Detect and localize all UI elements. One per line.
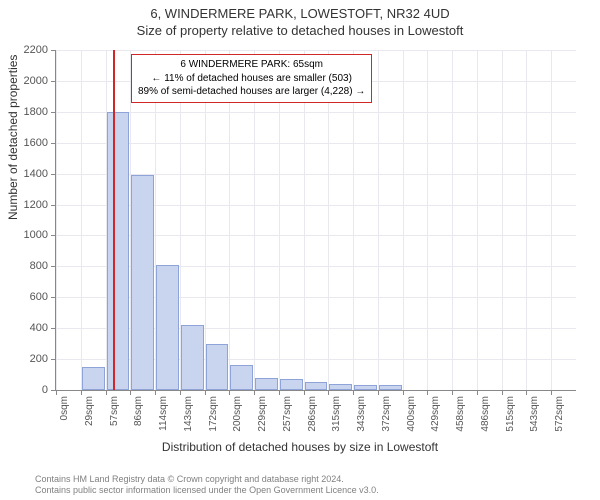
gridline-v [378,50,379,390]
histogram-bar [255,378,278,390]
gridline-v [551,50,552,390]
info-line2: ← 11% of detached houses are smaller (50… [138,72,365,86]
xtick-label: 458sqm [455,396,466,432]
ytick-label: 1400 [8,168,48,180]
marker-line [113,50,115,390]
xtick-label: 400sqm [406,396,417,432]
ytick-label: 200 [8,353,48,365]
ytick-label: 1800 [8,106,48,118]
xtick-label: 86sqm [133,396,144,426]
xtick-mark [180,390,181,395]
xtick-mark [130,390,131,395]
gridline-v [452,50,453,390]
footer-line2: Contains public sector information licen… [35,485,379,496]
xtick-mark [229,390,230,395]
xtick-label: 29sqm [84,396,95,426]
gridline-v [477,50,478,390]
ytick-label: 1200 [8,199,48,211]
gridline-v [427,50,428,390]
xtick-label: 0sqm [59,396,70,420]
gridline-v [56,50,57,390]
xtick-mark [526,390,527,395]
xtick-mark [427,390,428,395]
xtick-label: 429sqm [430,396,441,432]
ytick-label: 0 [8,384,48,396]
xtick-label: 114sqm [158,396,169,431]
chart-plot-area: 0200400600800100012001400160018002000220… [55,50,575,390]
histogram-bar [206,344,229,390]
xtick-label: 515sqm [505,396,516,432]
xtick-label: 257sqm [282,396,293,432]
xtick-mark [279,390,280,395]
xtick-mark [81,390,82,395]
info-box: 6 WINDERMERE PARK: 65sqm← 11% of detache… [131,54,372,103]
chart-title-main: 6, WINDERMERE PARK, LOWESTOFT, NR32 4UD [0,0,600,21]
xtick-mark [106,390,107,395]
gridline-v [502,50,503,390]
xtick-label: 57sqm [109,396,120,426]
gridline-v [526,50,527,390]
ytick-label: 2000 [8,75,48,87]
ytick-label: 2200 [8,44,48,56]
histogram-bar [131,175,154,390]
histogram-bar [107,112,130,390]
footer-attribution: Contains HM Land Registry data © Crown c… [35,474,379,497]
gridline-v [81,50,82,390]
histogram-bar [156,265,179,390]
xtick-mark [56,390,57,395]
ytick-label: 400 [8,322,48,334]
xtick-label: 143sqm [183,396,194,432]
xtick-mark [403,390,404,395]
xtick-mark [304,390,305,395]
histogram-bar [354,385,377,390]
xtick-label: 486sqm [480,396,491,432]
plot-box: 0200400600800100012001400160018002000220… [55,50,576,391]
xtick-mark [254,390,255,395]
xtick-label: 372sqm [381,396,392,432]
ytick-label: 1600 [8,137,48,149]
xtick-mark [328,390,329,395]
histogram-bar [305,382,328,390]
info-line3: 89% of semi-detached houses are larger (… [138,85,365,99]
histogram-bar [329,384,352,390]
chart-title-sub: Size of property relative to detached ho… [0,21,600,38]
xtick-label: 343sqm [356,396,367,432]
xtick-mark [502,390,503,395]
xtick-mark [452,390,453,395]
histogram-bar [280,379,303,390]
gridline-h [56,112,576,113]
histogram-bar [230,365,253,390]
histogram-bar [181,325,204,390]
ytick-label: 800 [8,260,48,272]
xtick-label: 229sqm [257,396,268,432]
xtick-label: 543sqm [529,396,540,432]
xtick-label: 315sqm [331,396,342,432]
histogram-bar [82,367,105,390]
xtick-label: 286sqm [307,396,318,432]
info-line1: 6 WINDERMERE PARK: 65sqm [138,58,365,72]
xtick-label: 172sqm [208,396,219,432]
xtick-mark [477,390,478,395]
ytick-label: 1000 [8,229,48,241]
xtick-mark [155,390,156,395]
xtick-mark [353,390,354,395]
xtick-label: 572sqm [554,396,565,432]
footer-line1: Contains HM Land Registry data © Crown c… [35,474,379,485]
xtick-label: 200sqm [232,396,243,432]
xtick-mark [378,390,379,395]
xtick-mark [551,390,552,395]
histogram-bar [379,385,402,390]
ytick-label: 600 [8,291,48,303]
xtick-mark [205,390,206,395]
gridline-v [403,50,404,390]
gridline-h [56,50,576,51]
gridline-h [56,143,576,144]
x-axis-label: Distribution of detached houses by size … [0,440,600,454]
